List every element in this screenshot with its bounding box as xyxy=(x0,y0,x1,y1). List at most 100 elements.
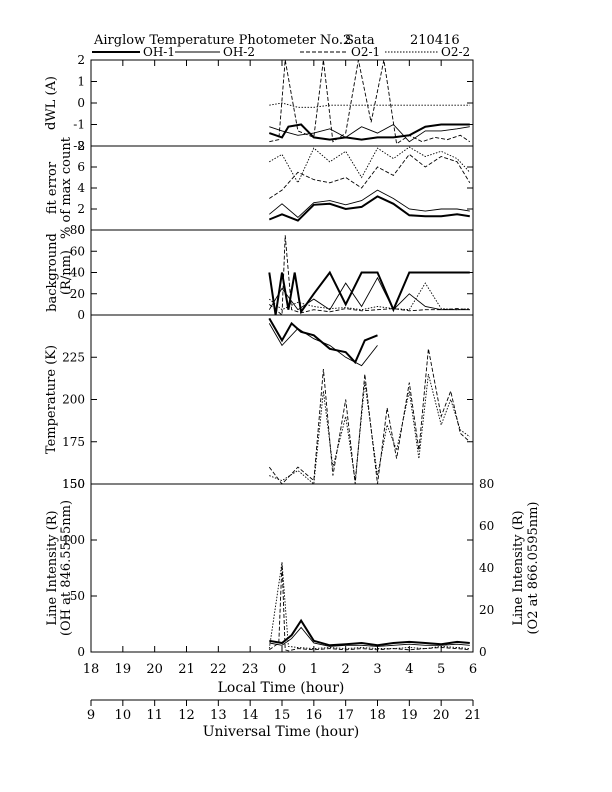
y-axis-label: fit error% of max count xyxy=(45,136,74,239)
local-tick-label: 20 xyxy=(146,662,163,677)
panel-0: 2 1 0 -1 -2 dWL (A) xyxy=(44,53,474,153)
y-tick-label: 225 xyxy=(62,350,85,364)
label-line: dWL (A) xyxy=(44,76,59,130)
y-tick-label: 2 xyxy=(77,202,85,216)
universal-tick-label: 14 xyxy=(242,708,259,723)
series-oh-2 xyxy=(269,123,470,143)
y-tick-label-right: 40 xyxy=(479,561,494,575)
y-tick-label: 20 xyxy=(70,287,85,301)
universal-tick-label: 9 xyxy=(87,708,95,723)
y-tick-label: 80 xyxy=(70,223,85,237)
y-tick-label-right: 60 xyxy=(479,519,494,533)
local-tick-label: 0 xyxy=(278,662,286,677)
series-oh-1 xyxy=(268,270,470,316)
series-oh-2 xyxy=(268,323,378,367)
universal-tick-label: 15 xyxy=(274,708,291,723)
series-oh-1 xyxy=(269,618,470,647)
label-line: % of max count xyxy=(59,136,74,239)
label-line: fit error xyxy=(45,161,60,214)
y-tick-label: 60 xyxy=(70,244,85,258)
universal-tick-label: 21 xyxy=(465,708,482,723)
series-oh-2 xyxy=(269,189,470,219)
y-tick-label: 6 xyxy=(77,160,85,174)
y-axis-label-right: Line Intensity (R)(O2 at 866.0595nm) xyxy=(511,501,541,634)
local-tick-label: 1 xyxy=(310,662,318,677)
y-tick-label-right: 0 xyxy=(479,645,487,659)
label-line: Line Intensity (R) xyxy=(511,510,526,625)
local-tick-label: 21 xyxy=(178,662,195,677)
y-axis-label: dWL (A) xyxy=(44,76,59,130)
series-o2-2 xyxy=(269,102,470,108)
y-tick-label: 8 xyxy=(77,139,85,153)
local-tick-label: 23 xyxy=(242,662,259,677)
y-axis-label: Line Intensity (R)(OH at 846.5555nm) xyxy=(45,500,74,636)
y-axis-label: Temperature (K) xyxy=(44,345,59,454)
local-tick-label: 4 xyxy=(405,662,413,677)
series-oh-2 xyxy=(269,626,470,647)
local-tick-label: 2 xyxy=(342,662,350,677)
series-o2-2 xyxy=(269,373,471,485)
series-o2-1 xyxy=(269,235,470,316)
y-tick-label: 0 xyxy=(77,308,85,322)
station-name: Sata xyxy=(345,33,375,48)
date-code: 210416 xyxy=(410,33,460,48)
y-tick-label: 100 xyxy=(62,533,85,547)
figure-title: Airglow Temperature Photometer No.2 xyxy=(93,33,351,48)
local-time-label: Local Time (hour) xyxy=(218,680,345,696)
legend: OH-1 OH-2 O2-1 O2-2 xyxy=(92,45,470,59)
label-line: Line Intensity (R) xyxy=(45,510,60,625)
local-tick-label: 19 xyxy=(115,662,132,677)
y-tick-label: -2 xyxy=(73,139,85,153)
universal-time-label: Universal Time (hour) xyxy=(203,724,360,740)
legend-label-o2-2: O2-2 xyxy=(441,45,470,59)
figure-header: Airglow Temperature Photometer No.2 Sata… xyxy=(93,33,460,48)
universal-tick-label: 12 xyxy=(178,708,195,723)
series-o2-1 xyxy=(269,153,471,199)
y-tick-label: 2 xyxy=(77,53,85,67)
series-oh-2 xyxy=(268,276,470,311)
series-oh-1 xyxy=(268,195,470,222)
y-tick-label: 0 xyxy=(77,223,85,237)
series-oh-1 xyxy=(268,123,470,141)
universal-tick-label: 10 xyxy=(115,708,132,723)
universal-tick-label: 20 xyxy=(433,708,450,723)
series-o2-1 xyxy=(268,348,471,485)
y-axis-label: background(R/nm) xyxy=(45,233,74,312)
universal-tick-label: 19 xyxy=(401,708,418,723)
local-tick-label: 3 xyxy=(373,662,381,677)
universal-tick-label: 16 xyxy=(306,708,323,723)
y-tick-label: 175 xyxy=(62,435,85,449)
local-tick-label: 18 xyxy=(83,662,100,677)
series-o2-2 xyxy=(268,562,470,650)
y-tick-label: 1 xyxy=(77,75,85,89)
universal-tick-label: 18 xyxy=(369,708,386,723)
y-tick-label: 0 xyxy=(77,645,85,659)
label-line: Temperature (K) xyxy=(44,345,59,454)
label-line: (R/nm) xyxy=(59,250,74,295)
panel-3: 225 200 175 150 Temperature (K) xyxy=(44,314,474,491)
y-tick-label: 50 xyxy=(70,589,85,603)
label-line: (O2 at 866.0595nm) xyxy=(526,501,541,634)
universal-tick-label: 11 xyxy=(146,708,163,723)
y-tick-label: 150 xyxy=(62,477,85,491)
y-tick-label: -1 xyxy=(73,118,85,132)
series-o2-1 xyxy=(269,59,471,145)
series-o2-1 xyxy=(269,562,470,652)
x-axes: Local Time (hour) Universal Time (hour) … xyxy=(83,60,482,740)
y-tick-label: 40 xyxy=(70,266,85,280)
y-tick-label: 150 xyxy=(62,477,85,491)
series-o2-2 xyxy=(269,282,470,311)
legend-label-o2-1: O2-1 xyxy=(351,45,380,59)
local-tick-label: 5 xyxy=(437,662,445,677)
label-line: (OH at 846.5555nm) xyxy=(59,500,74,636)
legend-label-oh-1: OH-1 xyxy=(143,45,175,59)
panel-frame xyxy=(90,145,474,231)
y-tick-label: 200 xyxy=(62,393,85,407)
y-tick-label: 0 xyxy=(77,96,85,110)
y-tick-label: 4 xyxy=(77,181,85,195)
legend-label-oh-2: OH-2 xyxy=(223,45,255,59)
universal-tick-label: 17 xyxy=(337,708,354,723)
y-tick-label-right: 80 xyxy=(479,477,494,491)
